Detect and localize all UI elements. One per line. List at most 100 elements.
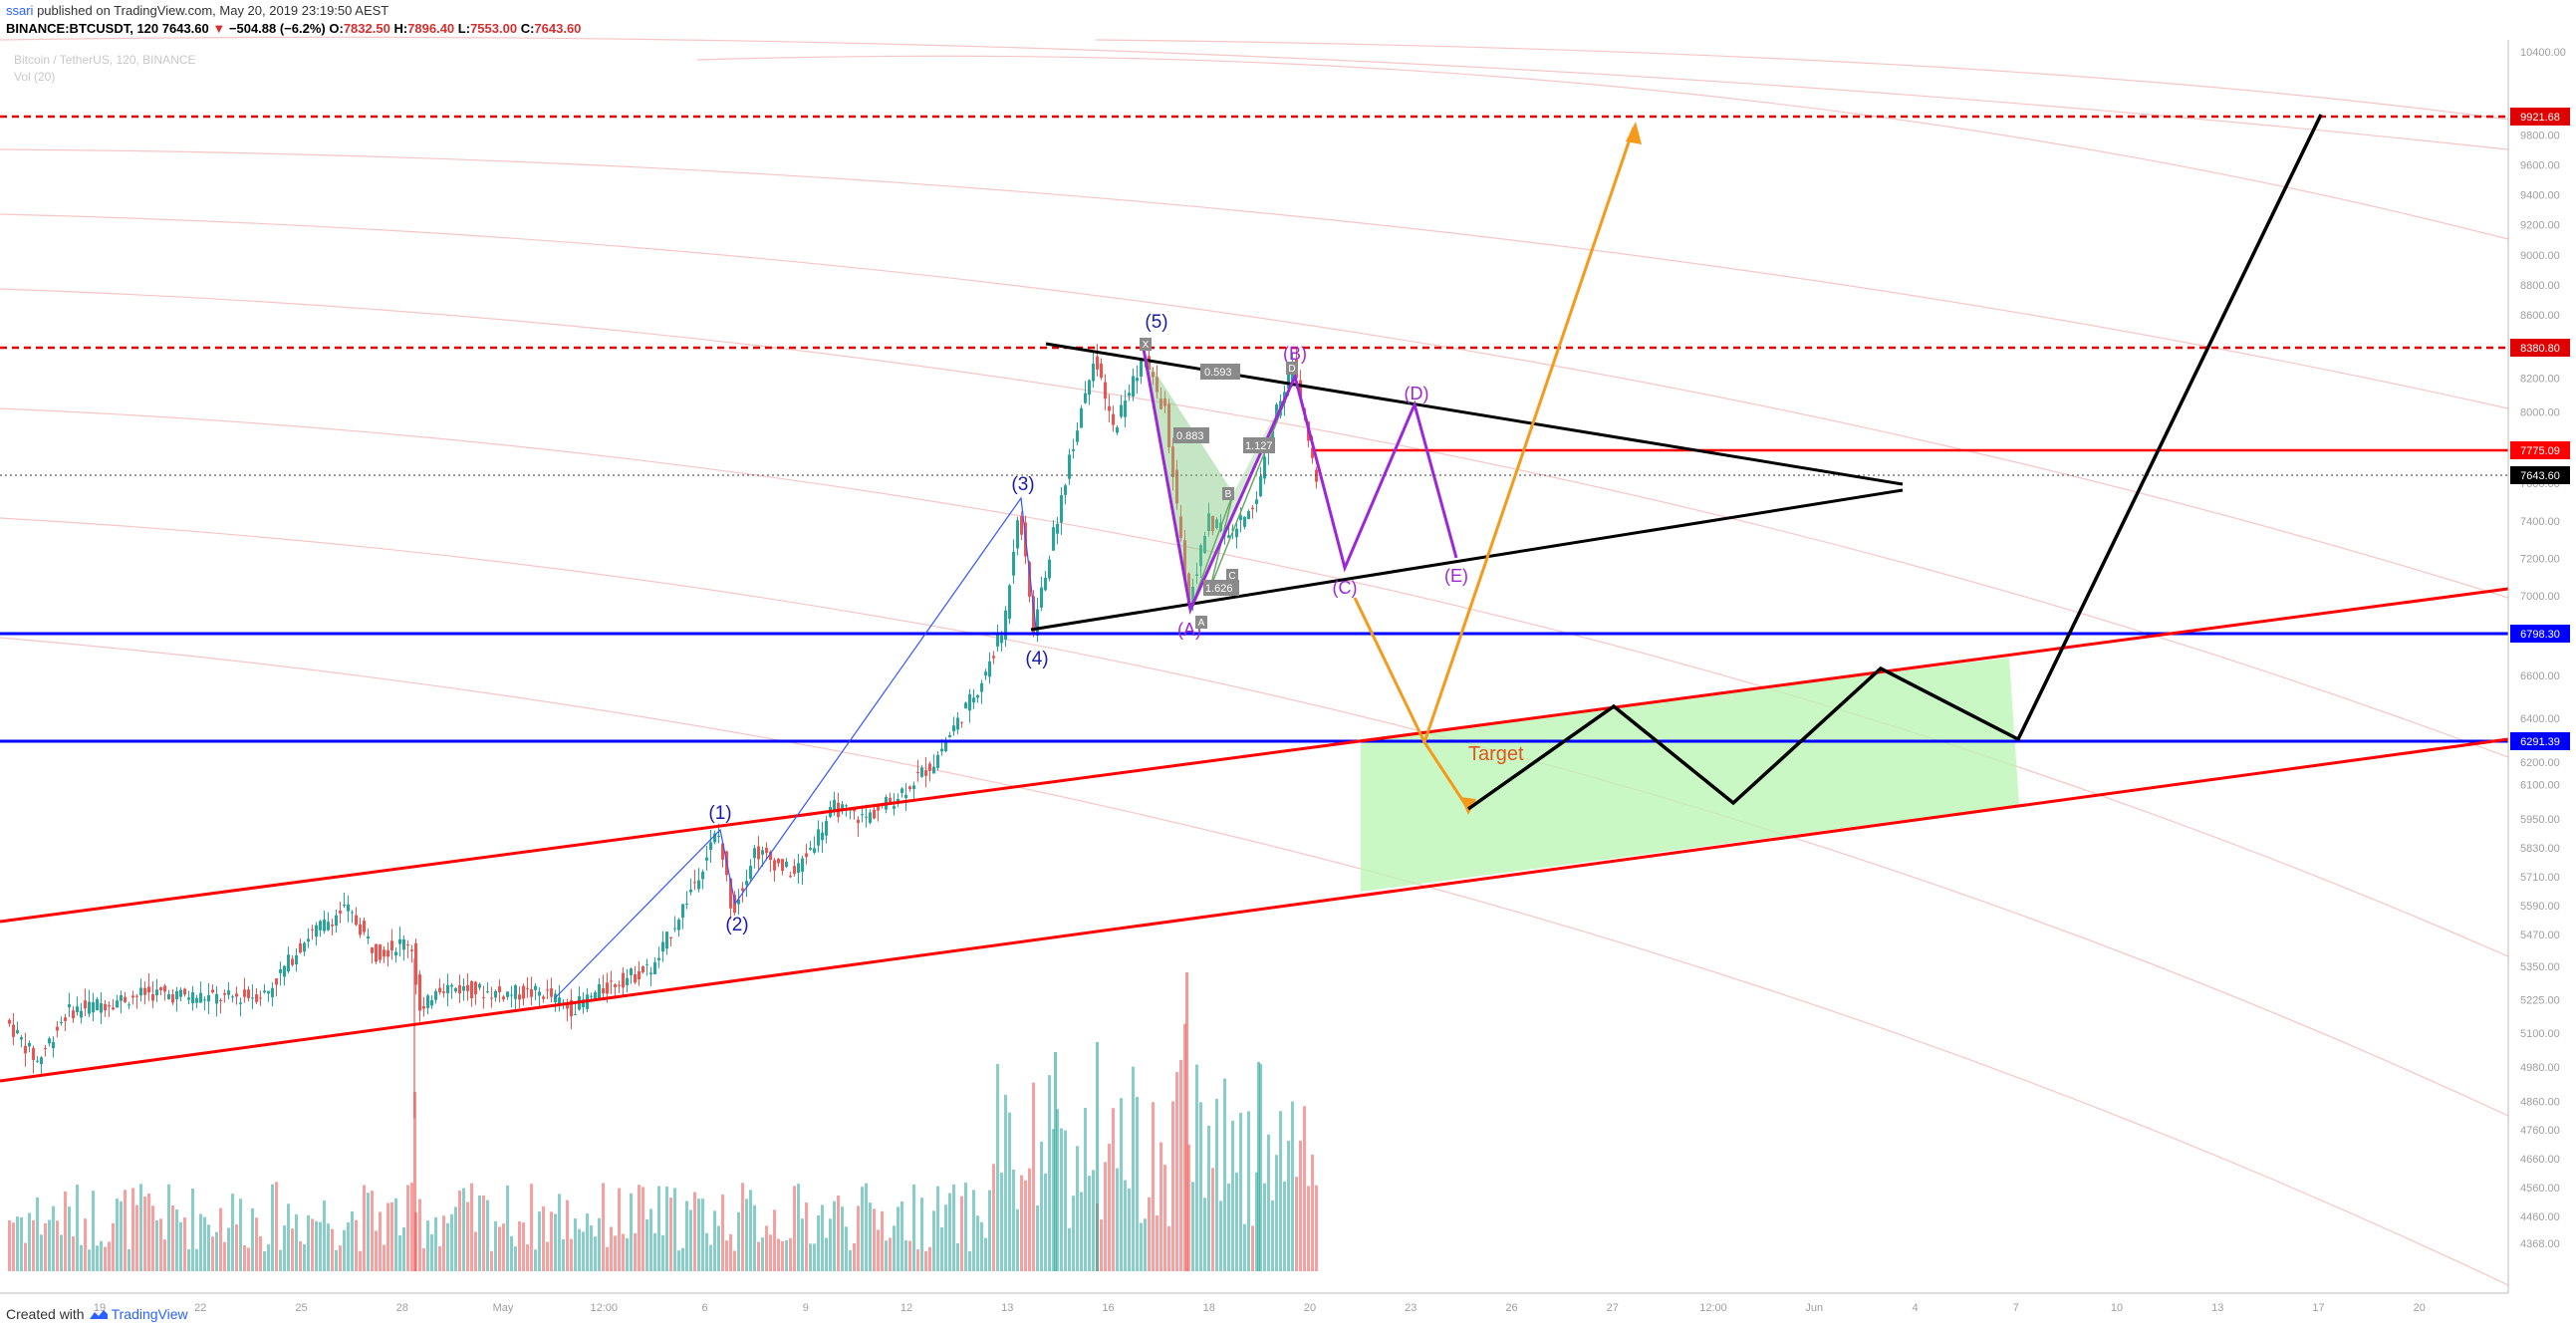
volume-bar [1100,1219,1103,1271]
candle-body [1171,446,1174,477]
volume-bar [1112,1108,1115,1271]
price-axis[interactable] [2508,40,2576,1293]
time-tick-label: 12:00 [1699,1302,1727,1314]
volume-bar [530,1184,533,1271]
volume-bar [1243,1223,1246,1271]
volume-bar [139,1184,142,1271]
wave-label-2: (2) [725,915,748,935]
volume-bar [163,1239,166,1271]
high-value: 7896.40 [407,21,455,36]
candle-body [502,996,505,1000]
volume-bar [1040,1141,1043,1271]
volume-bar [426,1220,429,1271]
volume-bar [972,1190,975,1271]
volume-bar [745,1198,748,1271]
volume-bar [259,1235,262,1271]
candle-body [410,949,413,951]
volume-bar [351,1210,354,1271]
volume-bar [1052,1129,1055,1271]
candle-body [179,989,182,997]
wave-label-4: (4) [1025,649,1048,669]
candle-body [610,980,613,982]
candle-body [1287,370,1290,389]
volume-bar [335,1249,338,1271]
volume-bar [239,1198,242,1271]
publisher-line: ssari published on TradingView.com, May … [6,3,388,18]
candle-body [737,899,740,905]
tradingview-brand-link[interactable]: TradingView [111,1306,188,1322]
volume-bar [737,1211,740,1271]
volume-bar [60,1234,63,1271]
price-tags: 9921.68 8380.80 7775.09 7643.60 6798.30 6291.… [2510,108,2570,750]
candle-body [406,943,409,945]
candle-body [494,990,497,998]
candle-body [52,1041,55,1049]
volume-bar [725,1240,728,1271]
triangle-upper-line[interactable] [1045,342,1904,486]
candle-body [813,848,816,853]
triangle-abcde-path[interactable] [1142,348,1458,616]
price-tag-label: 7643.60 [2520,470,2560,482]
candle-body [379,944,382,960]
candle-body [797,863,800,874]
volume-bar [777,1238,780,1271]
candle-body [701,872,704,880]
volume-bar [1171,1101,1174,1271]
volume-bar [299,1240,302,1271]
candle-body [291,958,294,965]
volume-bar [861,1187,864,1271]
candle-body [1175,469,1178,504]
candle-body [817,829,820,846]
harmonic-point-x: X [1143,340,1150,351]
candle-body [630,968,633,975]
volume-bar [406,1185,409,1271]
volume-bar [893,1225,896,1271]
volume-bar [1163,1165,1166,1271]
price-tick-label: 8800.00 [2520,280,2560,292]
channel-lower-line[interactable] [0,737,2509,1083]
volume-bar [1311,1154,1314,1271]
bullish-scenario-path[interactable] [1422,127,1636,743]
candle-body [80,1010,83,1018]
candle-body [638,970,641,980]
candle-body [100,1003,103,1013]
candle-body [522,985,525,999]
candle-body [96,999,99,1011]
candle-body [1000,635,1003,644]
candle-body [749,866,752,880]
volume-bar [996,1064,999,1271]
time-tick-label: 13 [2211,1302,2223,1314]
volume-legend: Vol (20) [14,70,55,84]
candle-body [375,943,378,962]
volume-bar [1191,1182,1194,1271]
volume-bar [1116,1168,1119,1271]
volume-bar [28,1212,31,1271]
volume-bar [191,1188,194,1271]
publisher-username[interactable]: ssari [6,3,34,18]
volume-bar [371,1191,374,1271]
candle-body [438,987,441,993]
time-tick-label: Jun [1805,1302,1823,1314]
volume-bar [550,1211,553,1271]
volume-bar [215,1231,218,1271]
volume-bar [263,1250,266,1271]
volume-bar [1159,1142,1162,1271]
candle-body [594,992,597,1001]
projection-zigzag[interactable] [1466,114,2323,811]
candle-body [653,961,656,974]
volume-bar [1303,1106,1306,1271]
candle-body [602,987,605,994]
price-tick-label: 7000.00 [2520,591,2560,603]
volume-bar [1072,1196,1075,1271]
volume-bar [355,1219,358,1271]
channel-upper-line[interactable] [0,587,2509,924]
volume-bar [502,1223,505,1271]
triangle-lower-line[interactable] [1030,488,1904,632]
volume-bar [235,1224,238,1271]
candle-body [1195,574,1198,576]
volume-bar [40,1234,43,1271]
candle-body [486,991,489,993]
time-axis-ticks: 19 22 25 28 May 12:00 6 9 12 13 16 18 20 23 26 27 12:00 J… [94,1302,2426,1314]
candle-body [893,806,896,809]
